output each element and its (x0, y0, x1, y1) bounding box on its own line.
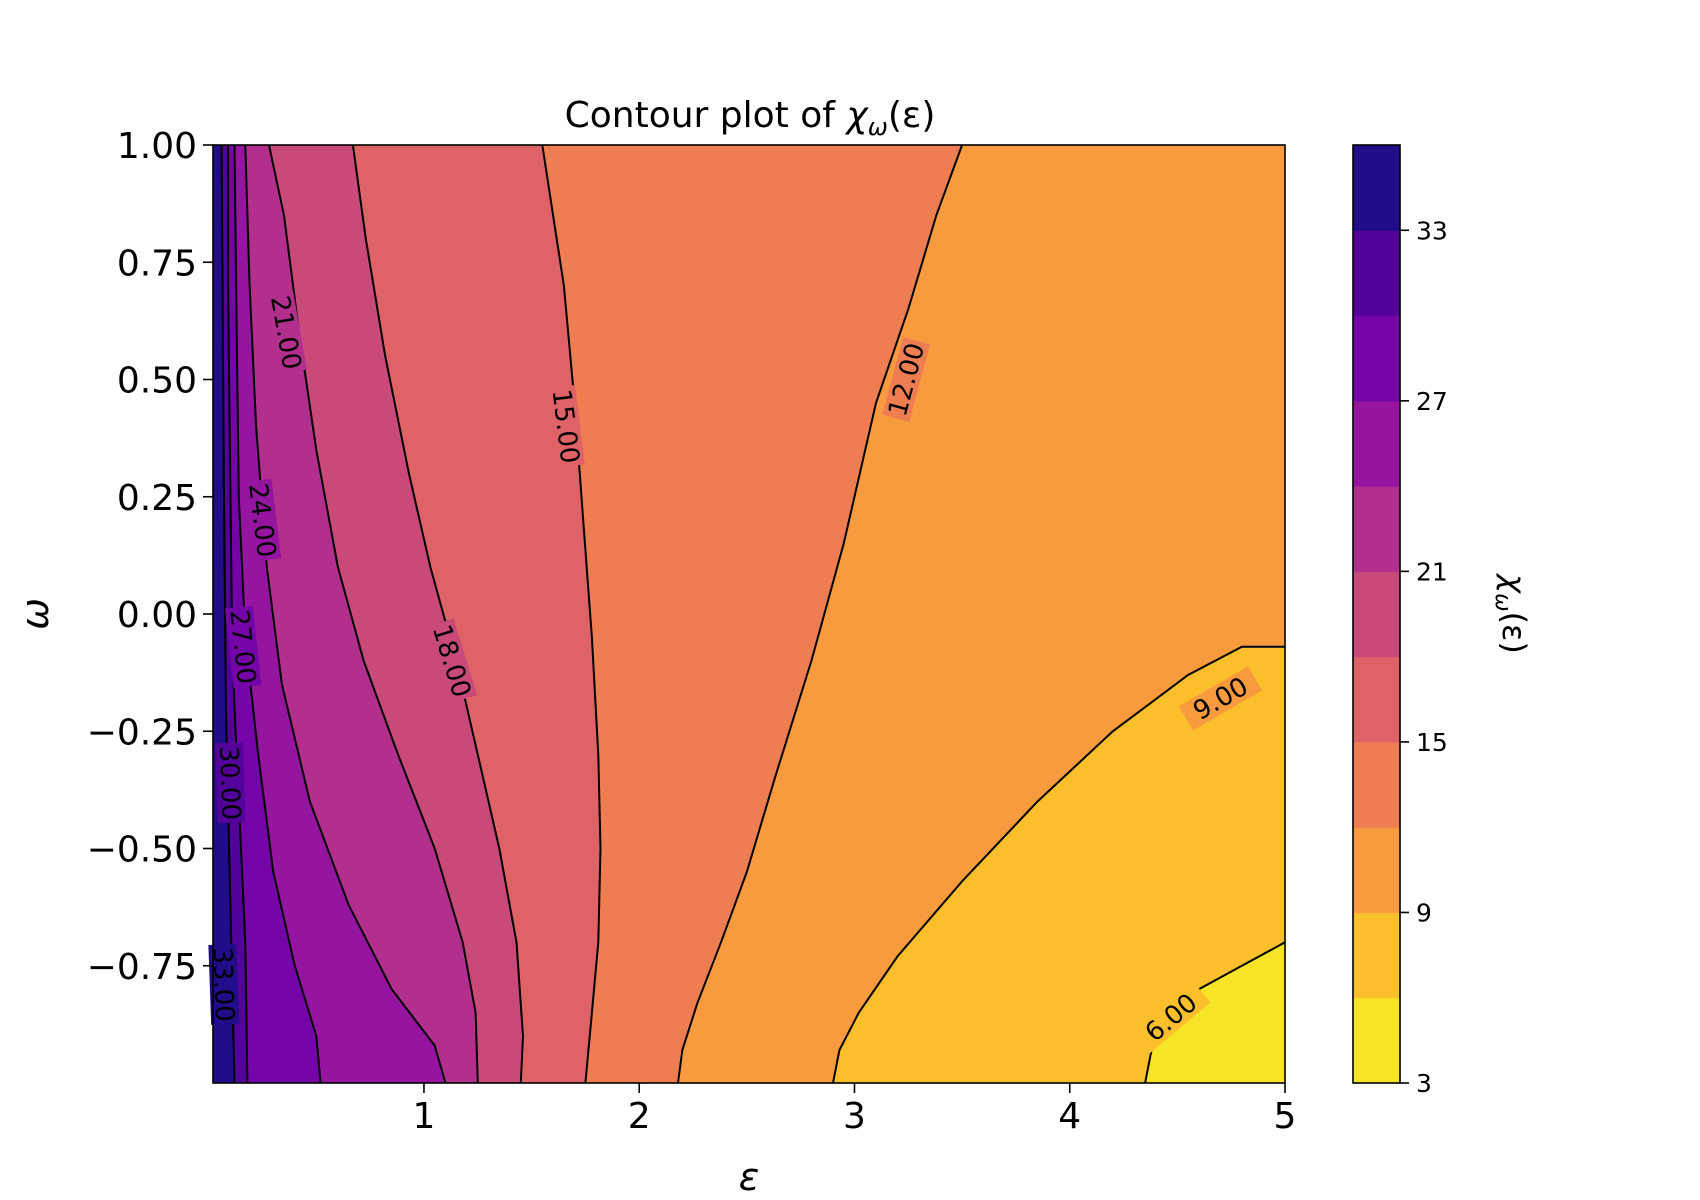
y-tick-label: 1.00 (117, 126, 197, 167)
colorbar-segment (1353, 997, 1400, 1084)
colorbar-segment (1353, 571, 1400, 658)
plot-area (213, 145, 1285, 1083)
colorbar-segment (1353, 400, 1400, 487)
contour-label-30.00: 30.00 (213, 742, 246, 824)
contour-label-text: 30.00 (213, 745, 246, 820)
contour-line-21 (268, 145, 479, 1083)
contour-label-bg (882, 337, 931, 422)
x-tick-label: 3 (843, 1096, 866, 1137)
contour-label-33.00: 33.00 (206, 944, 240, 1025)
y-axis-ticks: 1.00 0.75 0.50 0.25 0.00 −0.25 −0.50 −0.75 (87, 126, 213, 988)
x-axis-ticks: 1 2 3 4 5 (413, 1083, 1297, 1137)
colorbar-label: χω(ε) (1490, 572, 1533, 654)
colorbar (1353, 145, 1400, 1084)
contour-label-bg (1131, 980, 1211, 1054)
colorbar-label-symbol: χ (1495, 572, 1533, 594)
colorbar-tick-label: 27 (1416, 387, 1448, 416)
colorbar-segment (1353, 145, 1400, 231)
x-tick-label: 2 (628, 1096, 651, 1137)
contour-line-12 (677, 145, 964, 1083)
contour-label-bg (1178, 666, 1263, 731)
contour-label-bg (547, 384, 585, 468)
y-axis-label: ω (13, 598, 57, 630)
colorbar-tick-label: 9 (1416, 898, 1432, 927)
colorbar-tick-label: 15 (1416, 728, 1448, 757)
y-tick-label: 0.50 (117, 361, 197, 402)
colorbar-tick-label: 3 (1416, 1069, 1432, 1098)
chart-title: Contour plot of χω(ε) (565, 95, 936, 141)
contour-label-bg (426, 618, 478, 704)
colorbar-segment (1353, 315, 1400, 402)
colorbar-tick-label: 21 (1416, 557, 1448, 586)
y-tick-label: 0.25 (117, 478, 197, 519)
contour-label-bg (208, 944, 240, 1025)
contour-line-27 (233, 145, 322, 1083)
x-axis-label: ε (739, 1155, 760, 1199)
contour-label-bg (214, 742, 246, 824)
contour-label-27.00: 27.00 (223, 605, 262, 689)
contour-line-24 (244, 145, 447, 1083)
colorbar-segment (1353, 912, 1400, 999)
contour-fills (213, 145, 1285, 1083)
x-tick-label: 5 (1274, 1096, 1297, 1137)
colorbar-segment (1353, 486, 1400, 572)
colorbar-segment (1353, 656, 1400, 743)
colorbar-ticks: 3 9 15 21 27 33 (1400, 216, 1448, 1098)
title-symbol: χ (844, 95, 869, 136)
colorbar-tick-label: 33 (1416, 216, 1448, 245)
contour-label-text: 33.00 (206, 947, 239, 1022)
y-tick-label: −0.50 (87, 830, 197, 871)
y-tick-label: −0.75 (87, 947, 197, 988)
contour-label-bg (265, 290, 307, 375)
contour-line-9 (832, 645, 1285, 1083)
y-tick-label: 0.75 (117, 243, 197, 284)
colorbar-segment (1353, 827, 1400, 913)
title-suffix: (ε) (888, 95, 936, 136)
colorbar-segment (1353, 230, 1400, 317)
title-prefix: Contour plot of (565, 95, 847, 136)
y-tick-label: 0.00 (117, 595, 197, 636)
colorbar-label-suffix: (ε) (1495, 612, 1533, 654)
contour-label-bg (225, 605, 262, 689)
colorbar-frame (1352, 144, 1401, 1084)
y-tick-label: −0.25 (87, 712, 197, 753)
x-tick-label: 1 (413, 1096, 436, 1137)
x-tick-label: 4 (1058, 1096, 1081, 1137)
colorbar-label-subscript: ω (1490, 593, 1515, 611)
title-subscript: ω (868, 113, 888, 141)
colorbar-segment (1353, 741, 1400, 828)
contour-label-bg (243, 478, 282, 562)
contour-line-15 (541, 145, 602, 1083)
